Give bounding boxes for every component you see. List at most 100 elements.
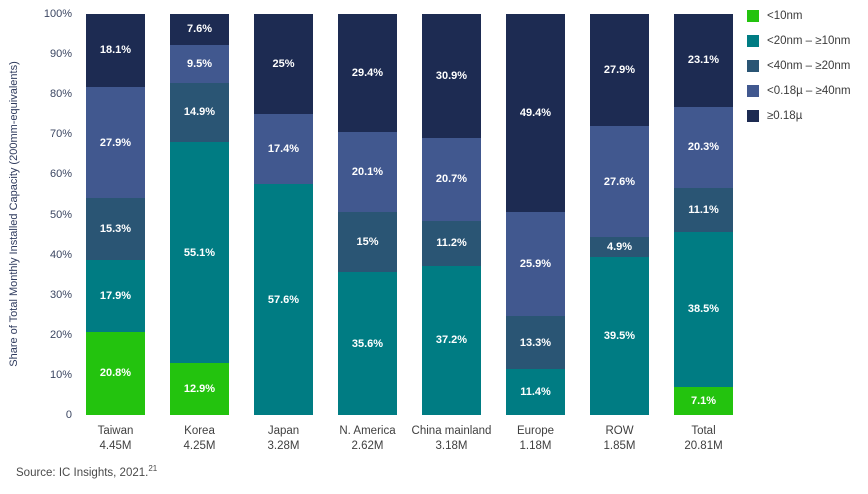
segment-value-label: 20.1% [351, 166, 384, 179]
legend-label: <10nm [767, 10, 803, 22]
bar-column-japan: 57.6% 17.4% 25% [254, 14, 313, 415]
category-total: 3.28M [267, 440, 300, 452]
legend-label: <20nm – ≥10nm [767, 35, 851, 47]
bar-segment-japan: 57.6% [254, 184, 313, 415]
segment-value-label: 7.6% [186, 23, 213, 36]
bar-column-korea: 12.9% 55.1% 14.9% 9.5% 7.6% [170, 14, 229, 415]
y-tick: 40% [49, 248, 72, 261]
x-axis-label-japan: Japan 3.28M [254, 424, 313, 454]
bar-segment-n-america: 20.1% [338, 131, 397, 213]
bar-segment-taiwan: 15.3% [86, 198, 145, 260]
bar-segment-china-mainland: 11.2% [422, 220, 481, 266]
y-tick: 80% [49, 88, 72, 101]
legend-item-10nm: <10nm [747, 10, 851, 22]
legend: <10nm <20nm – ≥10nm <40nm – ≥20nm <0.18µ – … [747, 10, 851, 135]
y-tick: 50% [49, 208, 72, 221]
bar-segment-taiwan: 17.9% [86, 259, 145, 332]
category-total: 4.25M [183, 440, 216, 452]
bar-column-europe: 11.4% 13.3% 25.9% 49.4% [506, 14, 565, 415]
plot-area: 20.8% 17.9% 15.3% 27.9% 18.1% 12.9% 55.1% 14.9%… [86, 14, 733, 415]
bar-column-row: 39.5% 4.9% 27.6% 27.9% [590, 14, 649, 415]
x-axis-label-row: ROW 1.85M [590, 424, 649, 454]
x-axis-label-taiwan: Taiwan 4.45M [86, 424, 145, 454]
y-tick: 0 [65, 409, 72, 421]
bar-segment-total: 23.1% [674, 14, 733, 107]
segment-value-label: 11.2% [436, 237, 467, 250]
bar-segment-row: 27.9% [590, 14, 649, 127]
category-name: ROW [605, 425, 634, 437]
segment-value-label: 27.9% [603, 64, 636, 77]
segment-value-label: 25% [272, 58, 295, 71]
category-name: Korea [184, 425, 215, 437]
segment-value-label: 35.6% [351, 337, 384, 350]
category-total: 20.81M [684, 440, 723, 452]
bar-segment-korea: 12.9% [170, 363, 229, 415]
category-total: 1.18M [519, 440, 552, 452]
segment-value-label: 27.6% [603, 175, 636, 188]
segment-value-label: 17.4% [267, 143, 300, 156]
legend-item-40nm-20nm: <40nm – ≥20nm [747, 60, 851, 72]
category-name: Europe [516, 425, 555, 437]
segment-value-label: 15% [356, 236, 379, 249]
bar-segment-total: 38.5% [674, 232, 733, 387]
legend-swatch-icon [747, 60, 759, 72]
bar-column-china-mainland: 37.2% 11.2% 20.7% 30.9% [422, 14, 481, 415]
y-tick: 20% [49, 328, 72, 341]
segment-value-label: 49.4% [519, 107, 552, 120]
x-axis-label-n-america: N. America 2.62M [338, 424, 397, 454]
y-tick: 90% [49, 48, 72, 61]
y-tick: 30% [49, 288, 72, 301]
bar-segment-row: 4.9% [590, 236, 649, 257]
category-name: China mainland [411, 425, 492, 437]
bar-segment-n-america: 35.6% [338, 272, 397, 415]
bar-segment-row: 39.5% [590, 256, 649, 415]
bar-segment-taiwan: 27.9% [86, 86, 145, 199]
x-axis-label-total: Total 20.81M [674, 424, 733, 454]
category-total: 1.85M [603, 440, 636, 452]
y-tick: 70% [49, 128, 72, 141]
segment-value-label: 18.1% [99, 44, 132, 57]
category-name: Japan [267, 425, 300, 437]
segment-value-label: 57.6% [267, 293, 300, 306]
bar-segment-row: 27.6% [590, 126, 649, 237]
segment-value-label: 25.9% [519, 258, 552, 271]
bar-segment-europe: 13.3% [506, 315, 565, 370]
segment-value-label: 15.3% [99, 223, 132, 236]
bar-segment-total: 11.1% [674, 187, 733, 233]
y-tick: 100% [43, 8, 72, 20]
source-superscript: 21 [148, 464, 158, 473]
segment-value-label: 27.9% [99, 136, 132, 149]
bar-segment-korea: 7.6% [170, 14, 229, 45]
segment-value-label: 39.5% [603, 329, 636, 342]
bar-segment-korea: 9.5% [170, 44, 229, 83]
category-total: 3.18M [435, 440, 468, 452]
bar-segment-europe: 11.4% [506, 369, 565, 415]
bar-segment-n-america: 29.4% [338, 14, 397, 132]
legend-item-0-18-40nm: <0.18µ – ≥40nm [747, 85, 851, 97]
segment-value-label: 20.7% [435, 173, 468, 186]
y-tick: 10% [49, 368, 72, 381]
segment-value-label: 9.5% [186, 57, 213, 70]
bar-segment-korea: 14.9% [170, 82, 229, 143]
source-note: Source: IC Insights, 2021.21 [16, 464, 157, 479]
segment-value-label: 14.9% [183, 106, 216, 119]
bar-column-total: 7.1% 38.5% 11.1% 20.3% 23.1% [674, 14, 733, 415]
bar-segment-china-mainland: 30.9% [422, 14, 481, 138]
x-axis-label-europe: Europe 1.18M [506, 424, 565, 454]
bar-column-taiwan: 20.8% 17.9% 15.3% 27.9% 18.1% [86, 14, 145, 415]
category-name: Total [691, 425, 716, 437]
category-total: 2.62M [351, 440, 384, 452]
bar-segment-n-america: 15% [338, 212, 397, 273]
bar-segment-japan: 25% [254, 14, 313, 115]
bar-segment-china-mainland: 20.7% [422, 137, 481, 221]
segment-value-label: 4.9% [606, 240, 633, 253]
source-text: Source: IC Insights, 2021. [16, 466, 149, 479]
bar-segment-europe: 25.9% [506, 212, 565, 316]
bar-segment-japan: 17.4% [254, 114, 313, 185]
legend-label: <0.18µ – ≥40nm [767, 85, 851, 97]
y-tick: 60% [49, 168, 72, 181]
legend-swatch-icon [747, 85, 759, 97]
legend-label: ≥0.18µ [767, 110, 803, 122]
bar-segment-total: 20.3% [674, 106, 733, 188]
